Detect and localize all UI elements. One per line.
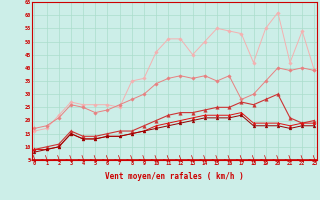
X-axis label: Vent moyen/en rafales ( km/h ): Vent moyen/en rafales ( km/h ) <box>105 172 244 181</box>
